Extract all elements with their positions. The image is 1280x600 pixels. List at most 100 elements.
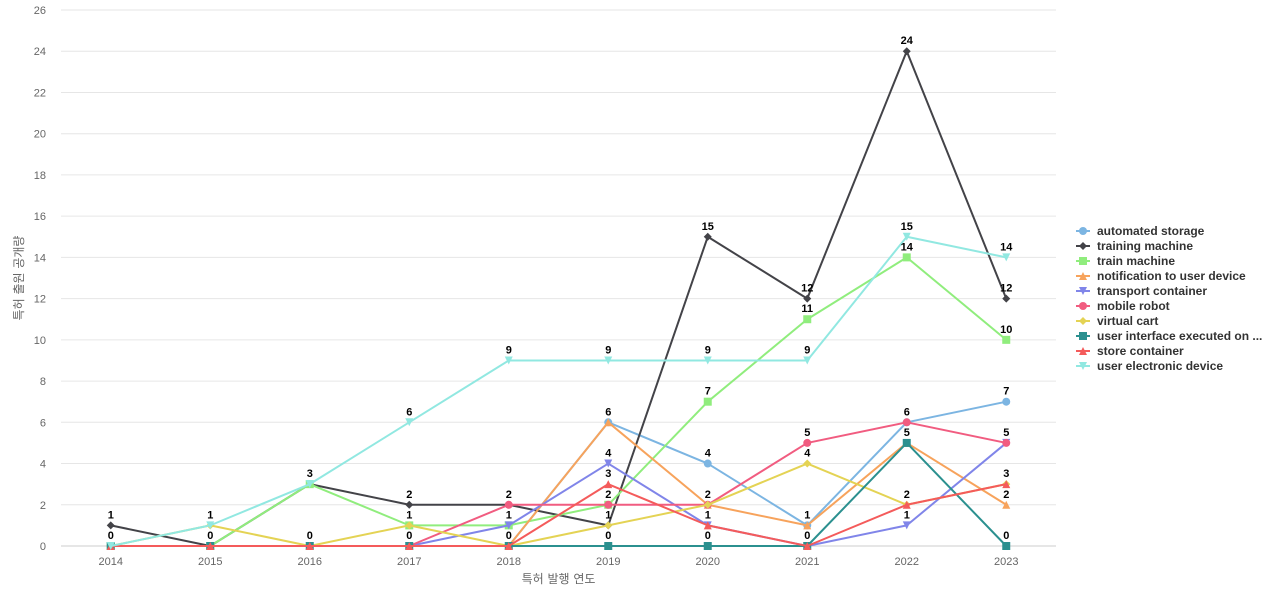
- series-line: [110, 235, 1007, 547]
- data-point: [1002, 542, 1011, 550]
- legend-item[interactable]: virtual cart: [1076, 314, 1158, 328]
- legend-label: training machine: [1097, 239, 1193, 253]
- data-point: [405, 500, 414, 509]
- legend-marker: [1079, 272, 1087, 280]
- data-point: [902, 438, 911, 447]
- legend-label: user interface executed on ...: [1097, 329, 1262, 343]
- legend-item[interactable]: train machine: [1076, 254, 1175, 268]
- data-point: [803, 356, 812, 365]
- legend-item[interactable]: user interface executed on ...: [1076, 329, 1262, 343]
- data-label: 6: [904, 406, 910, 418]
- data-point: [405, 521, 414, 530]
- legend-marker: [1079, 347, 1087, 355]
- data-label: 2: [904, 489, 910, 501]
- legend-item[interactable]: training machine: [1076, 239, 1193, 253]
- data-label: 1: [108, 509, 114, 521]
- data-point: [803, 438, 812, 447]
- y-tick-label: 26: [34, 5, 46, 17]
- legend-label: user electronic device: [1097, 359, 1223, 373]
- y-tick-label: 8: [40, 376, 46, 388]
- legend-item[interactable]: user electronic device: [1076, 359, 1223, 373]
- data-point: [902, 500, 911, 509]
- data-point: [703, 397, 712, 406]
- data-point: [902, 47, 911, 56]
- data-point: [803, 294, 812, 303]
- data-point: [703, 521, 712, 530]
- x-tick-label: 2014: [99, 556, 123, 568]
- data-label: 12: [801, 283, 813, 295]
- data-point: [703, 542, 712, 550]
- data-label: 2: [605, 489, 611, 501]
- series-line: [110, 462, 1007, 547]
- data-label: 3: [605, 468, 611, 480]
- y-tick-label: 10: [34, 335, 46, 347]
- data-point: [604, 356, 613, 365]
- data-label: 14: [1000, 241, 1013, 253]
- series-user-electronic-device: [106, 232, 1011, 550]
- data-label: 0: [506, 530, 512, 542]
- data-point: [604, 480, 613, 489]
- data-point: [902, 521, 911, 530]
- y-tick-label: 4: [40, 459, 46, 471]
- legend-label: train machine: [1097, 254, 1175, 268]
- data-point: [803, 521, 812, 530]
- series-lines: [106, 47, 1011, 550]
- data-point: [206, 521, 215, 530]
- data-label: 11: [801, 303, 813, 315]
- x-axis-title: 특허 발행 연도: [522, 571, 596, 586]
- data-label: 3: [307, 468, 313, 480]
- data-point: [604, 459, 613, 468]
- data-label: 0: [705, 530, 711, 542]
- data-label: 2: [1003, 489, 1009, 501]
- data-label: 0: [307, 530, 313, 542]
- y-tick-label: 18: [34, 170, 46, 182]
- data-label: 2: [406, 489, 412, 501]
- legend-item[interactable]: mobile robot: [1076, 299, 1170, 313]
- data-label: 5: [904, 427, 910, 439]
- y-tick-label: 14: [34, 252, 46, 264]
- data-label: 2: [506, 489, 512, 501]
- legend-marker: [1079, 317, 1087, 325]
- data-point: [504, 542, 513, 550]
- data-point: [504, 356, 513, 365]
- legend-item[interactable]: automated storage: [1076, 224, 1205, 238]
- data-point: [1002, 397, 1011, 406]
- data-point: [803, 459, 812, 468]
- series-line: [110, 256, 1007, 547]
- legend-item[interactable]: transport container: [1076, 284, 1207, 298]
- x-tick-label: 2020: [696, 556, 720, 568]
- data-point: [405, 418, 414, 427]
- legend-item[interactable]: notification to user device: [1076, 269, 1246, 283]
- grid-lines: [61, 9, 1056, 547]
- data-point: [106, 521, 115, 530]
- data-point: [1002, 438, 1011, 447]
- legend-marker: [1079, 362, 1087, 370]
- data-point: [1002, 294, 1011, 303]
- data-label: 10: [1000, 324, 1012, 336]
- legend-item[interactable]: store container: [1076, 344, 1184, 358]
- data-label: 1: [506, 509, 512, 521]
- data-label: 9: [506, 344, 512, 356]
- legend-label: mobile robot: [1097, 299, 1170, 313]
- data-label: 15: [901, 221, 913, 233]
- data-point: [604, 521, 613, 530]
- x-tick-label: 2017: [397, 556, 421, 568]
- data-label: 0: [207, 530, 213, 542]
- data-label: 1: [904, 509, 910, 521]
- data-label: 0: [1003, 530, 1009, 542]
- data-label: 2: [705, 489, 711, 501]
- data-label: 0: [406, 530, 412, 542]
- legend-marker: [1079, 332, 1087, 340]
- y-tick-label: 24: [34, 46, 46, 58]
- y-tick-label: 6: [40, 417, 46, 429]
- data-point: [703, 232, 712, 241]
- data-point: [1002, 253, 1011, 262]
- data-label: 0: [804, 530, 810, 542]
- x-tick-label: 2021: [795, 556, 819, 568]
- legend-label: transport container: [1097, 284, 1207, 298]
- x-tick-label: 2019: [596, 556, 620, 568]
- data-label: 1: [804, 509, 810, 521]
